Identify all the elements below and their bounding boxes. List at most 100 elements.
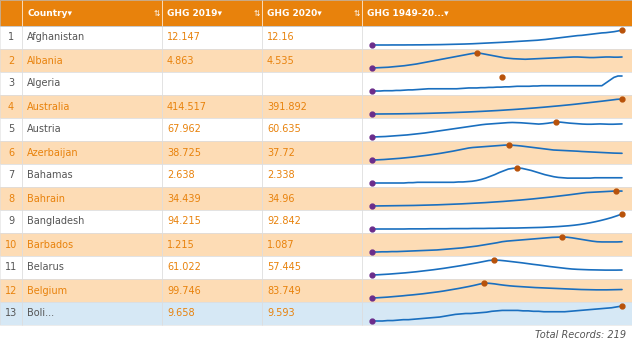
Bar [362,279,632,302]
Bar [262,279,362,302]
Text: Country▾: Country▾ [27,8,72,17]
Text: 99.746: 99.746 [167,285,201,296]
Bar [162,118,262,141]
Bar [162,302,262,325]
Bar [362,72,632,95]
Text: 60.635: 60.635 [267,124,301,135]
Text: 12.16: 12.16 [267,32,295,43]
Text: Barbados: Barbados [27,240,73,249]
Bar [22,164,162,187]
Bar [262,210,362,233]
Text: GHG 1949-20...▾: GHG 1949-20...▾ [367,8,449,17]
Bar [0,164,632,187]
Bar [0,233,22,256]
Text: ⇅: ⇅ [354,8,360,17]
Bar [22,72,162,95]
Bar [0,256,632,279]
Bar [262,118,362,141]
Bar [162,279,262,302]
Bar [0,187,22,210]
Text: 92.842: 92.842 [267,217,301,226]
Bar [0,49,632,72]
Bar [0,95,22,118]
Text: 9: 9 [8,217,14,226]
Text: 34.439: 34.439 [167,194,200,203]
Bar [362,141,632,164]
Bar [162,233,262,256]
Bar [0,210,22,233]
Text: 9.658: 9.658 [167,309,195,318]
Bar [262,302,362,325]
Text: 414.517: 414.517 [167,102,207,111]
Text: Belgium: Belgium [27,285,67,296]
Text: 13: 13 [5,309,17,318]
Text: 67.962: 67.962 [167,124,201,135]
Bar [22,233,162,256]
Text: 9.593: 9.593 [267,309,295,318]
Bar [0,0,632,26]
Bar [162,164,262,187]
Bar [162,95,262,118]
Bar [362,164,632,187]
Bar [0,187,632,210]
Text: 37.72: 37.72 [267,147,295,158]
Text: 2: 2 [8,55,14,66]
Text: 4: 4 [8,102,14,111]
Text: Bahrain: Bahrain [27,194,65,203]
Bar [362,210,632,233]
Bar [22,141,162,164]
Bar [0,164,22,187]
Bar [0,118,22,141]
Bar [0,72,632,95]
Bar [262,187,362,210]
Bar [162,187,262,210]
Bar [22,256,162,279]
Text: 57.445: 57.445 [267,262,301,273]
Bar [362,256,632,279]
Bar [22,210,162,233]
Text: 34.96: 34.96 [267,194,295,203]
Bar [262,233,362,256]
Bar [22,95,162,118]
Text: 38.725: 38.725 [167,147,201,158]
Bar [362,49,632,72]
Bar [362,118,632,141]
Bar [262,49,362,72]
Text: 12: 12 [5,285,17,296]
Text: 94.215: 94.215 [167,217,201,226]
Bar [0,141,22,164]
Bar [0,26,22,49]
Bar [0,302,632,325]
Text: ⇅: ⇅ [254,8,260,17]
Bar [262,256,362,279]
Text: 1.087: 1.087 [267,240,295,249]
Text: 6: 6 [8,147,14,158]
Text: 61.022: 61.022 [167,262,201,273]
Text: 2.638: 2.638 [167,170,195,181]
Text: 4.863: 4.863 [167,55,195,66]
Text: GHG 2019▾: GHG 2019▾ [167,8,222,17]
Text: Total Records: 219: Total Records: 219 [535,330,626,340]
Text: 11: 11 [5,262,17,273]
Bar [0,26,632,49]
Text: 1: 1 [8,32,14,43]
Bar [162,210,262,233]
Text: Bangladesh: Bangladesh [27,217,85,226]
Text: 3: 3 [8,79,14,88]
Text: 7: 7 [8,170,14,181]
Bar [262,72,362,95]
Bar [22,26,162,49]
Bar [22,302,162,325]
Bar [0,72,22,95]
Text: 12.147: 12.147 [167,32,201,43]
Text: Australia: Australia [27,102,70,111]
Text: ⇅: ⇅ [154,8,160,17]
Bar [22,118,162,141]
Bar [262,141,362,164]
Bar [162,72,262,95]
Text: Algeria: Algeria [27,79,61,88]
Bar [162,256,262,279]
Text: Bahamas: Bahamas [27,170,73,181]
Text: 5: 5 [8,124,14,135]
Bar [362,95,632,118]
